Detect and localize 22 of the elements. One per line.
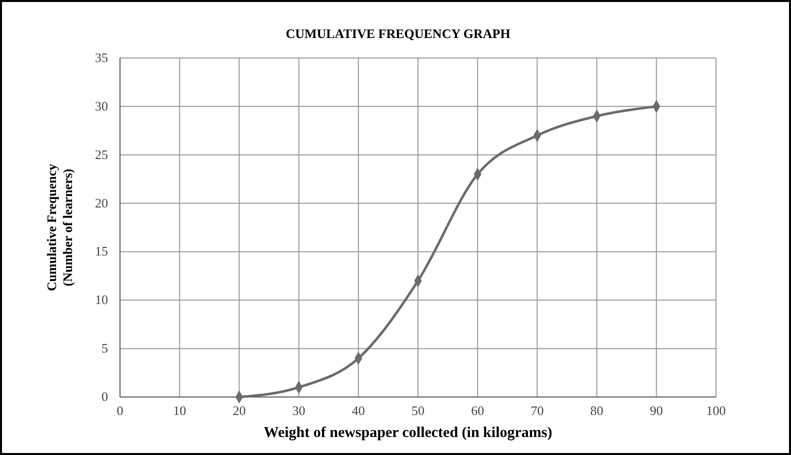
y-tick-label: 5 — [102, 340, 108, 356]
y-tick-label: 35 — [95, 50, 108, 65]
x-tick-label: 30 — [292, 403, 306, 418]
x-tick-label: 10 — [173, 403, 186, 418]
x-tick-label: 100 — [706, 403, 726, 418]
y-tick-label: 30 — [95, 98, 108, 114]
x-tick-label: 60 — [471, 403, 484, 418]
x-tick-label: 0 — [116, 403, 124, 418]
x-tick-label: 90 — [650, 403, 663, 418]
y-tick-label: 10 — [95, 292, 108, 308]
x-tick-label: 70 — [530, 403, 544, 418]
x-tick-label: 40 — [352, 403, 365, 418]
y-tick-label: 20 — [95, 195, 108, 210]
x-tick-label: 50 — [412, 403, 424, 418]
chart-title: CUMULATIVE FREQUENCY GRAPH — [286, 26, 510, 41]
y-tick-label: 0 — [102, 389, 108, 404]
x-tick-label: 20 — [232, 403, 246, 418]
x-axis-title: Weight of newspaper collected (in kilograms) — [264, 425, 552, 441]
x-tick-label: 80 — [590, 403, 604, 418]
y-tick-label: 25 — [95, 146, 108, 162]
y-axis-title: Cumulative Frequency (Number of learners) — [44, 163, 75, 292]
y-tick-label: 15 — [95, 244, 108, 259]
